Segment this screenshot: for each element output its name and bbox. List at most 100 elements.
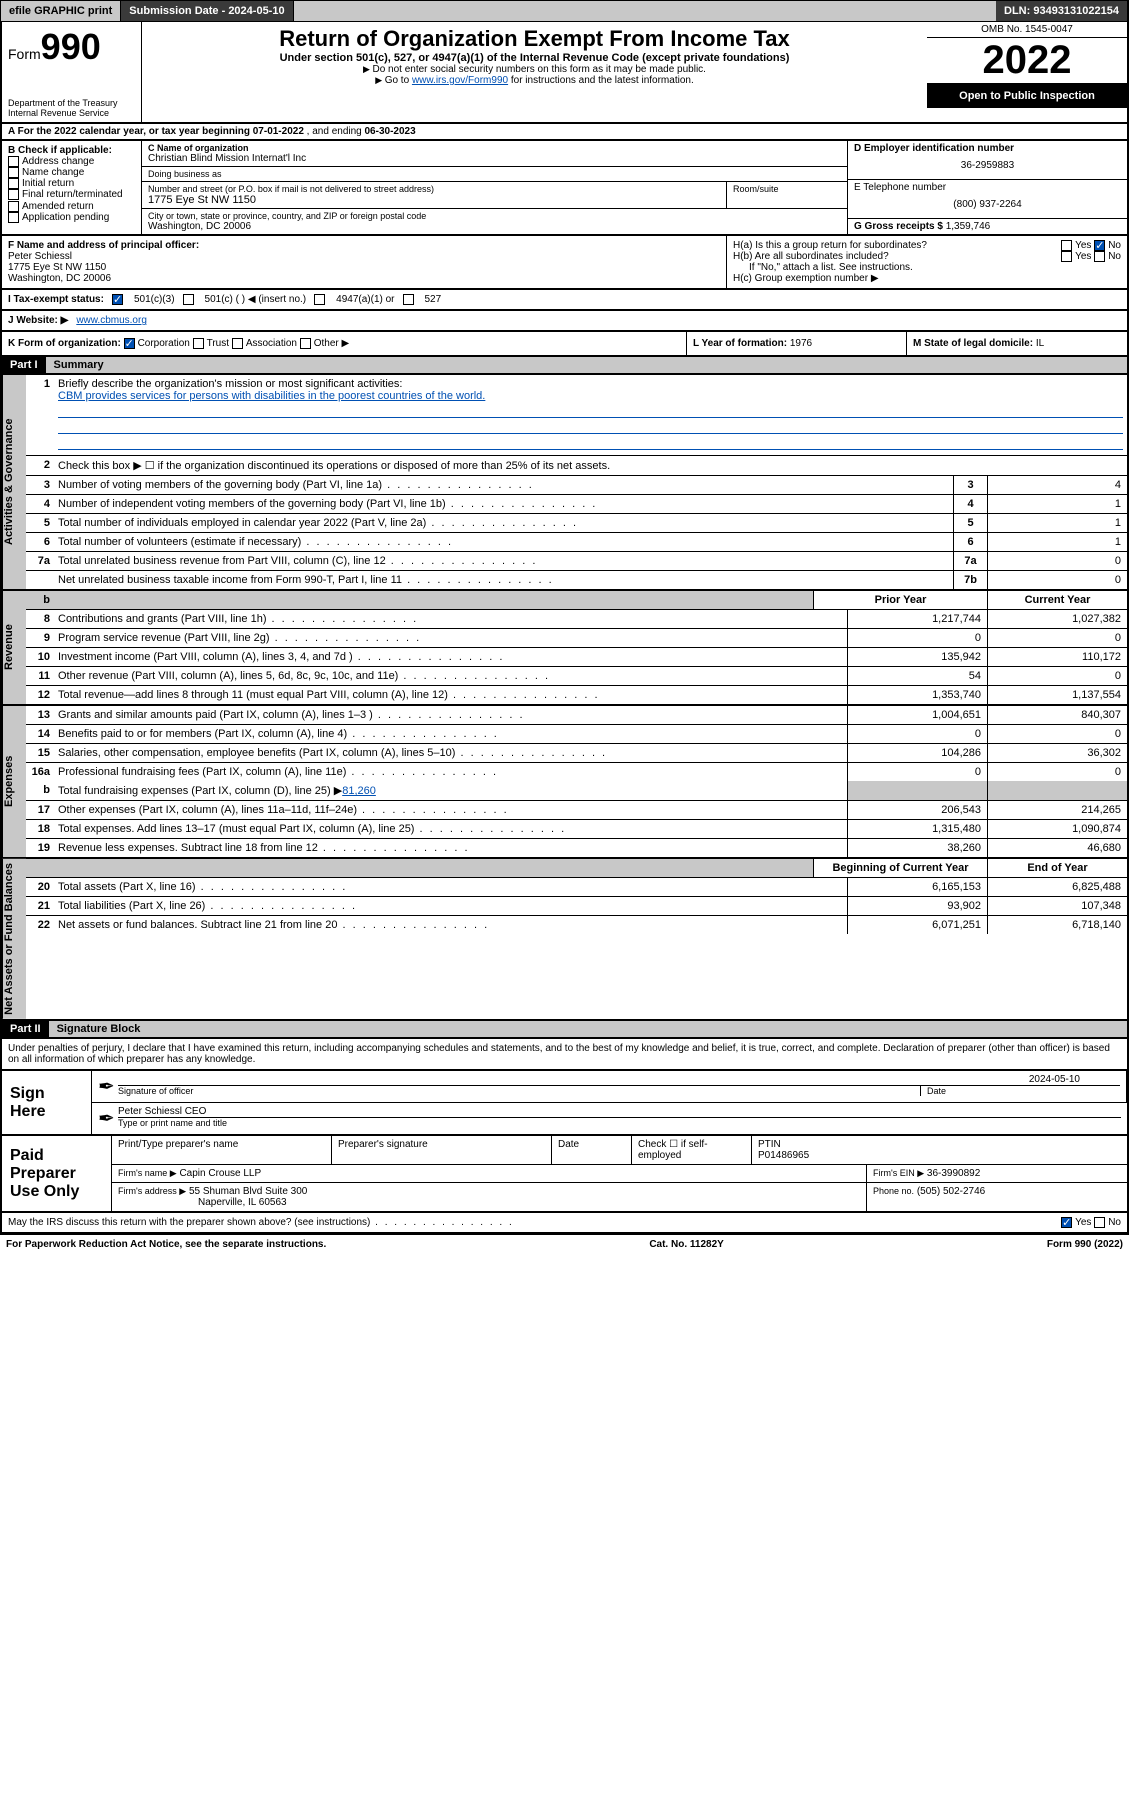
row-l-value: 1976 bbox=[790, 338, 812, 349]
cb-4947[interactable] bbox=[314, 294, 325, 305]
cb-address-change[interactable] bbox=[8, 156, 19, 167]
cb-final-return[interactable] bbox=[8, 189, 19, 200]
vtab-revenue: Revenue bbox=[2, 591, 26, 704]
cb-trust[interactable] bbox=[193, 338, 204, 349]
cb-501c[interactable] bbox=[183, 294, 194, 305]
row-m-label: M State of legal domicile: bbox=[913, 338, 1033, 349]
street-label: Number and street (or P.O. box if mail i… bbox=[148, 184, 720, 194]
org-name-label: C Name of organization bbox=[148, 143, 841, 153]
open-to-public: Open to Public Inspection bbox=[927, 84, 1127, 108]
row-a-pre: A For the 2022 calendar year, or tax yea… bbox=[8, 126, 253, 137]
instr2-pre: Go to bbox=[385, 75, 412, 86]
summary-line: 5 Total number of individuals employed i… bbox=[26, 514, 1127, 533]
officer-label: F Name and address of principal officer: bbox=[8, 240, 720, 251]
cb-hb-yes[interactable] bbox=[1061, 251, 1072, 262]
discuss-text: May the IRS discuss this return with the… bbox=[8, 1217, 514, 1228]
cb-amended[interactable] bbox=[8, 201, 19, 212]
row-i-tax-status: I Tax-exempt status: 501(c)(3) 501(c) ( … bbox=[0, 290, 1129, 311]
instruction-1: Do not enter social security numbers on … bbox=[148, 64, 921, 75]
phone-value: (800) 937-2264 bbox=[854, 193, 1121, 216]
cb-other[interactable] bbox=[300, 338, 311, 349]
firm-phone-label: Phone no. bbox=[873, 1186, 914, 1196]
summary-line: 16a Professional fundraising fees (Part … bbox=[26, 763, 1127, 781]
cb-assoc[interactable] bbox=[232, 338, 243, 349]
cb-527[interactable] bbox=[403, 294, 414, 305]
summary-line: 22 Net assets or fund balances. Subtract… bbox=[26, 916, 1127, 934]
cb-ha-yes[interactable] bbox=[1061, 240, 1072, 251]
summary-line: 4 Number of independent voting members o… bbox=[26, 495, 1127, 514]
row-j-website: J Website: ▶ www.cbmus.org bbox=[0, 311, 1129, 332]
col-b-checkboxes: B Check if applicable: Address change Na… bbox=[2, 141, 142, 234]
block-fgh: F Name and address of principal officer:… bbox=[0, 236, 1129, 290]
footer-left: For Paperwork Reduction Act Notice, see … bbox=[6, 1239, 326, 1250]
part2-badge: Part II bbox=[2, 1021, 49, 1037]
summary-line: 7a Total unrelated business revenue from… bbox=[26, 552, 1127, 571]
summary-line: 11 Other revenue (Part VIII, column (A),… bbox=[26, 667, 1127, 686]
col-c-org-info: C Name of organization Christian Blind M… bbox=[142, 141, 847, 234]
firm-addr1: 55 Shuman Blvd Suite 300 bbox=[189, 1186, 307, 1197]
summary-line: 8 Contributions and grants (Part VIII, l… bbox=[26, 610, 1127, 629]
cb-label: Address change bbox=[22, 156, 94, 167]
irs-link[interactable]: www.irs.gov/Form990 bbox=[412, 75, 508, 86]
form-subtitle: Under section 501(c), 527, or 4947(a)(1)… bbox=[148, 52, 921, 64]
part2-title: Signature Block bbox=[49, 1021, 1127, 1037]
no-label: No bbox=[1108, 240, 1121, 251]
ein-label: D Employer identification number bbox=[854, 143, 1121, 154]
officer-name: Peter Schiessl bbox=[8, 251, 720, 262]
opt-corp: Corporation bbox=[138, 338, 190, 349]
row-a-begin: 07-01-2022 bbox=[253, 126, 304, 137]
summary-line: 9 Program service revenue (Part VIII, li… bbox=[26, 629, 1127, 648]
instruction-2: Go to www.irs.gov/Form990 for instructio… bbox=[148, 75, 921, 86]
cb-discuss-no[interactable] bbox=[1094, 1217, 1105, 1228]
efile-print-button[interactable]: efile GRAPHIC print bbox=[1, 1, 121, 21]
q1-mission: CBM provides services for persons with d… bbox=[58, 390, 485, 402]
cb-initial-return[interactable] bbox=[8, 178, 19, 189]
hdr-eoy: End of Year bbox=[987, 859, 1127, 877]
cb-discuss-yes[interactable] bbox=[1061, 1217, 1072, 1228]
row-j-label: J Website: ▶ bbox=[8, 315, 68, 326]
city-value: Washington, DC 20006 bbox=[148, 221, 841, 232]
firm-ein-value: 36-3990892 bbox=[927, 1168, 980, 1179]
yes-label: Yes bbox=[1075, 251, 1091, 262]
summary-line: 17 Other expenses (Part IX, column (A), … bbox=[26, 801, 1127, 820]
submission-date-label: Submission Date - 2024-05-10 bbox=[121, 1, 293, 21]
ptin-label: PTIN bbox=[758, 1139, 781, 1150]
gross-label: G Gross receipts $ bbox=[854, 221, 943, 232]
cb-label: Final return/terminated bbox=[22, 190, 123, 201]
cb-corp[interactable] bbox=[124, 338, 135, 349]
cb-ha-no[interactable] bbox=[1094, 240, 1105, 251]
summary-line: 13 Grants and similar amounts paid (Part… bbox=[26, 706, 1127, 725]
part1-badge: Part I bbox=[2, 357, 46, 373]
dept-label: Department of the Treasury bbox=[8, 98, 135, 108]
type-name-label: Type or print name and title bbox=[118, 1117, 1121, 1128]
hc-label: H(c) Group exemption number ▶ bbox=[733, 273, 1121, 284]
yes-label: Yes bbox=[1075, 240, 1091, 251]
hb-label: H(b) Are all subordinates included? bbox=[733, 251, 889, 262]
prep-sig-label: Preparer's signature bbox=[332, 1136, 552, 1164]
vtab-activities: Activities & Governance bbox=[2, 375, 26, 589]
cb-label: Application pending bbox=[22, 212, 109, 223]
footer-right: Form 990 (2022) bbox=[1047, 1239, 1123, 1250]
row-i-label: I Tax-exempt status: bbox=[8, 294, 104, 305]
line16b-val: 81,260 bbox=[342, 785, 376, 797]
footer-mid: Cat. No. 11282Y bbox=[649, 1239, 723, 1250]
firm-name-label: Firm's name ▶ bbox=[118, 1168, 177, 1178]
cb-hb-no[interactable] bbox=[1094, 251, 1105, 262]
page-footer: For Paperwork Reduction Act Notice, see … bbox=[0, 1234, 1129, 1254]
ptin-value: P01486965 bbox=[758, 1150, 809, 1161]
summary-line: 3 Number of voting members of the govern… bbox=[26, 476, 1127, 495]
summary-line: 15 Salaries, other compensation, employe… bbox=[26, 744, 1127, 763]
vtab-expenses: Expenses bbox=[2, 706, 26, 857]
top-toolbar: efile GRAPHIC print Submission Date - 20… bbox=[0, 0, 1129, 22]
part1-title: Summary bbox=[46, 357, 1127, 373]
summary-line: 6 Total number of volunteers (estimate i… bbox=[26, 533, 1127, 552]
cb-501c3[interactable] bbox=[112, 294, 123, 305]
cb-name-change[interactable] bbox=[8, 167, 19, 178]
cb-app-pending[interactable] bbox=[8, 212, 19, 223]
part2-header-row: Part II Signature Block bbox=[0, 1021, 1129, 1039]
summary-line: 12 Total revenue—add lines 8 through 11 … bbox=[26, 686, 1127, 704]
block-bcde: B Check if applicable: Address change Na… bbox=[0, 141, 1129, 236]
firm-ein-label: Firm's EIN ▶ bbox=[873, 1168, 924, 1178]
sig-pen-icon: ✒ bbox=[92, 1071, 112, 1102]
website-link[interactable]: www.cbmus.org bbox=[76, 315, 147, 326]
